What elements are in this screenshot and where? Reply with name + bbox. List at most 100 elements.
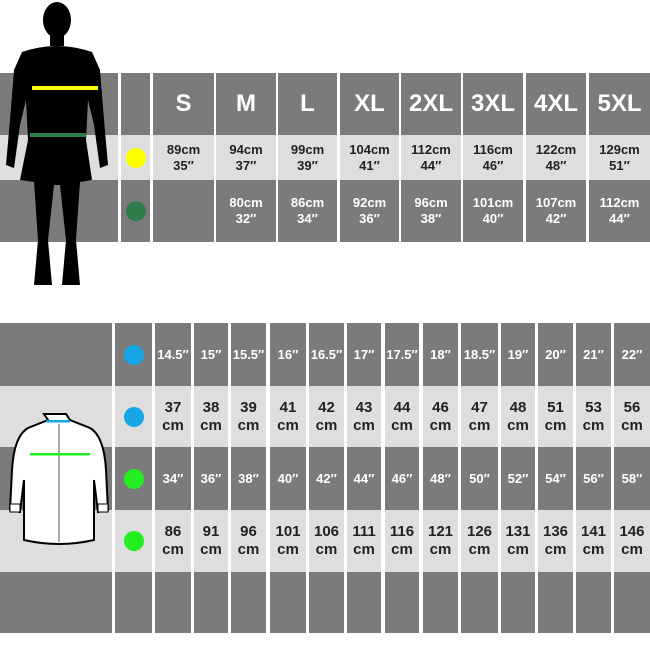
waist-cell: 86cm 34″	[278, 180, 337, 242]
chest-cm: 99cm	[290, 141, 325, 157]
measurement-value: 41	[279, 398, 297, 416]
chest-cell: 129cm 51″	[589, 135, 650, 180]
legend-cell	[115, 572, 152, 633]
collar_cm-cell: 46 cm	[423, 386, 458, 447]
chest-cell: 116cm 46″	[463, 135, 523, 180]
chest_in-cell: 40″	[270, 447, 306, 510]
measurement-value: 47	[471, 398, 488, 416]
measurement-value: 56	[623, 398, 641, 416]
chest_in-cell: 42″	[309, 447, 344, 510]
waist-cell: 107cm 42″	[526, 180, 586, 242]
size-label: 4XL	[533, 89, 578, 117]
waist-cm: 112cm	[599, 195, 640, 211]
measurement-value: 44	[393, 398, 411, 416]
measurement-value: 17″	[353, 346, 375, 362]
chest_cm-cell: 131 cm	[501, 510, 535, 572]
chest-inches: 41″	[359, 157, 380, 173]
collar_cm-cell: 47 cm	[461, 386, 498, 447]
size-header: 3XL	[463, 73, 523, 135]
empty-cell	[423, 572, 458, 633]
collar_in-cell: 14.5″	[155, 323, 191, 386]
collar_in-cell: 22″	[614, 323, 650, 386]
empty-cell	[155, 572, 191, 633]
unit-label: cm	[507, 416, 529, 434]
measurement-value: 53	[585, 398, 602, 416]
empty-cell	[347, 572, 381, 633]
chest-inches: 46″	[482, 157, 504, 173]
shirt-figure-cell	[0, 323, 112, 386]
unit-label: cm	[621, 416, 643, 434]
size-label: 3XL	[470, 89, 515, 117]
empty-cell	[194, 572, 228, 633]
waist-cm: 80cm	[229, 195, 263, 211]
collar_in-cell: 19″	[501, 323, 535, 386]
collar-blue-dot-icon	[123, 344, 144, 365]
waist-cm: 86cm	[290, 195, 325, 211]
unit-label: cm	[162, 541, 184, 558]
measurement-value: 106	[313, 523, 340, 540]
chest-green-dot-icon	[123, 531, 144, 551]
measurement-value: 121	[427, 523, 454, 540]
chest_cm-cell: 111 cm	[347, 510, 381, 572]
size-label: 2XL	[408, 89, 453, 117]
measurement-value: 101	[275, 523, 301, 540]
measurement-value: 48″	[430, 470, 451, 486]
legend-cell	[121, 135, 150, 180]
chest_in-cell: 48″	[423, 447, 458, 510]
chest_in-cell: 36″	[194, 447, 228, 510]
measurement-value: 146	[619, 523, 645, 540]
unit-label: cm	[429, 541, 452, 558]
legend-cell	[115, 510, 152, 572]
size-header: 5XL	[589, 73, 650, 135]
chest_cm-cell: 91 cm	[194, 510, 228, 572]
legend-cell	[115, 323, 152, 386]
chest_cm-cell: 116 cm	[385, 510, 419, 572]
chest_in-cell: 38″	[231, 447, 266, 510]
chest-yellow-dot-icon	[125, 147, 146, 168]
chest_cm-cell: 146 cm	[614, 510, 650, 572]
measurement-value: 14.5″	[157, 346, 189, 362]
unit-label: cm	[429, 416, 452, 434]
collar_in-cell: 17″	[347, 323, 381, 386]
measurement-value: 16″	[277, 346, 299, 362]
chest_cm-cell: 86 cm	[155, 510, 191, 572]
chest-cm: 129cm	[599, 141, 640, 157]
chest-cm: 104cm	[349, 141, 390, 157]
empty-cell	[576, 572, 611, 633]
measurement-value: 54″	[545, 470, 566, 486]
legend-cell	[121, 73, 150, 135]
unit-label: cm	[237, 541, 260, 558]
collar_cm-cell: 44 cm	[385, 386, 419, 447]
chest_in-cell: 46″	[385, 447, 419, 510]
empty-cell	[614, 572, 650, 633]
chest_in-cell: 34″	[155, 447, 191, 510]
chest-inches: 37″	[235, 157, 257, 173]
shirt-figure-cell	[0, 572, 112, 633]
unit-label: cm	[353, 416, 375, 434]
unit-label: cm	[391, 541, 413, 558]
chest_in-cell: 52″	[501, 447, 535, 510]
chest_cm-cell: 126 cm	[461, 510, 498, 572]
collar_cm-cell: 42 cm	[309, 386, 344, 447]
chest_in-cell: 56″	[576, 447, 611, 510]
chest-cell: 89cm 35″	[153, 135, 214, 180]
unit-label: cm	[277, 541, 299, 558]
unit-label: cm	[544, 416, 567, 434]
measurement-value: 40″	[277, 470, 299, 486]
unit-label: cm	[315, 541, 338, 558]
collar_cm-cell: 37 cm	[155, 386, 191, 447]
size-header: 4XL	[526, 73, 586, 135]
size-header: S	[153, 73, 214, 135]
collar_cm-cell: 56 cm	[614, 386, 650, 447]
male-silhouette-icon	[6, 2, 108, 285]
waist-cm: 101cm	[472, 195, 514, 211]
measurement-value: 48	[509, 398, 527, 416]
collar_in-cell: 20″	[538, 323, 573, 386]
chest_in-cell: 44″	[347, 447, 381, 510]
chest_cm-cell: 121 cm	[423, 510, 458, 572]
measurement-value: 36″	[200, 470, 222, 486]
unit-label: cm	[200, 416, 222, 434]
measurement-value: 136	[542, 523, 569, 540]
measurement-value: 21″	[583, 346, 604, 362]
measurement-value: 18″	[430, 346, 451, 362]
